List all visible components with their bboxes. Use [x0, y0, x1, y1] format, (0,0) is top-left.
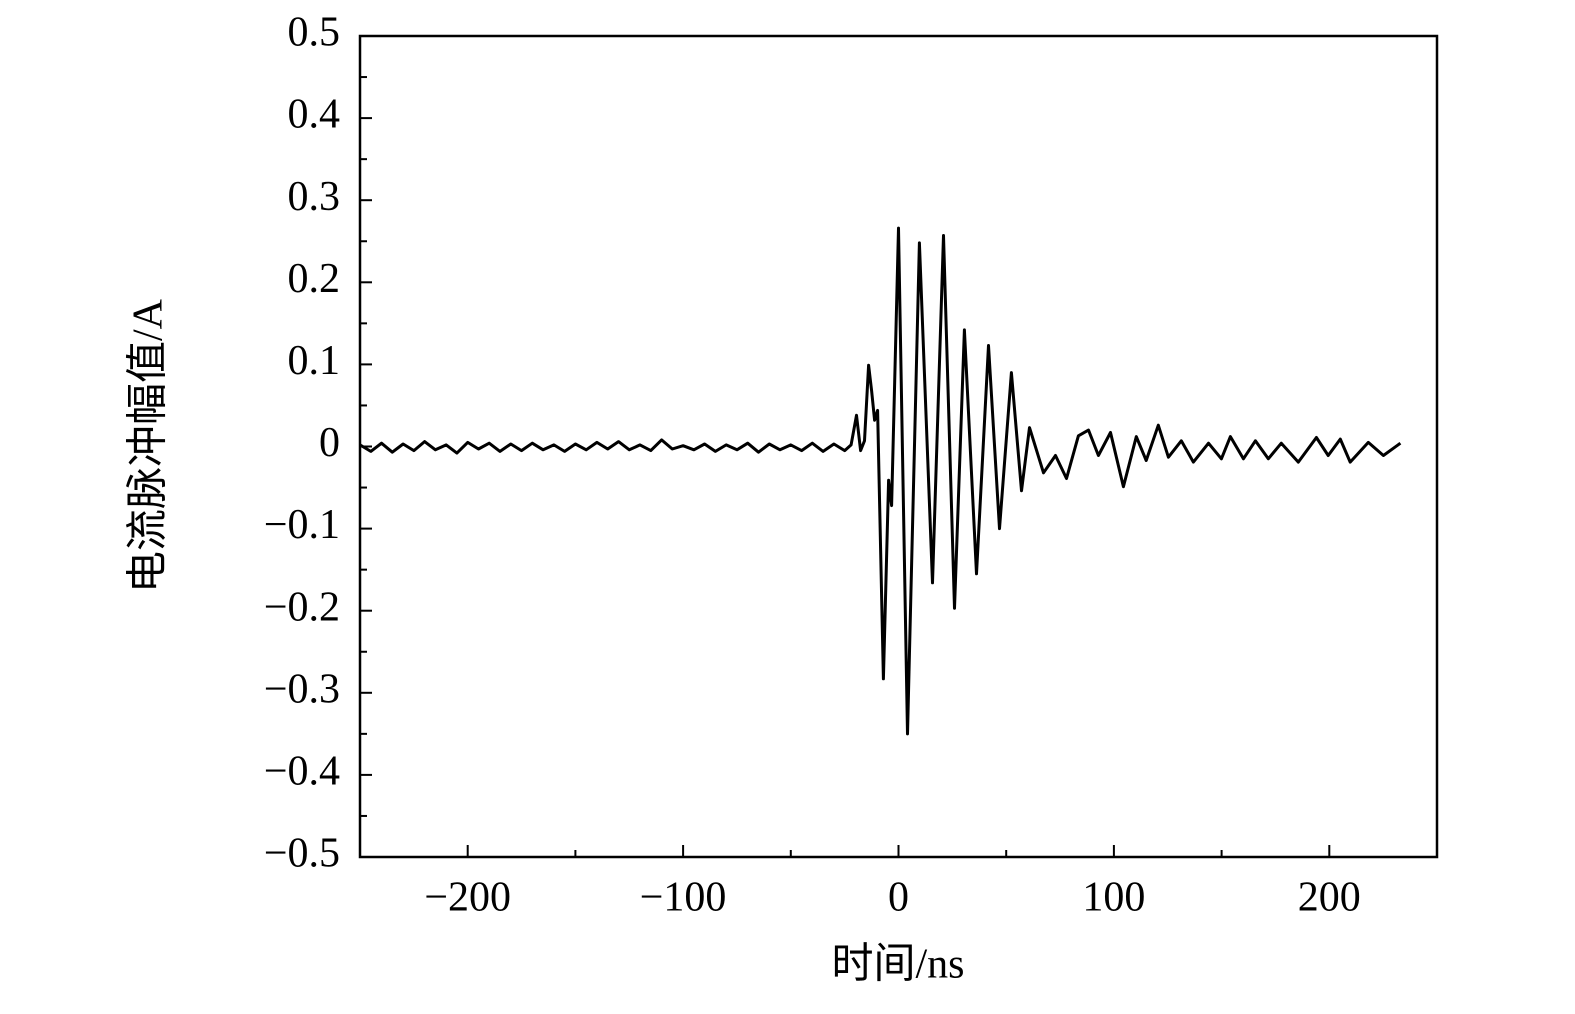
- y-tick-label: −0.4: [264, 749, 340, 795]
- y-tick-label: 0.2: [288, 256, 341, 302]
- x-tick-label: −200: [424, 875, 511, 921]
- y-tick-label: 0.1: [288, 338, 341, 384]
- plot-frame: [358, 34, 1439, 859]
- x-tick-label: 200: [1298, 875, 1361, 921]
- y-axis-title: 电流脉冲幅值/A: [126, 298, 172, 593]
- x-axis-title: 时间/ns: [831, 942, 964, 988]
- signal-line: [359, 226, 1402, 736]
- y-tick-label: 0.3: [288, 174, 341, 220]
- y-tick-label: −0.2: [264, 584, 340, 630]
- y-tick-label: −0.3: [264, 666, 340, 712]
- y-tick-label: 0: [319, 420, 340, 466]
- y-tick-label: −0.5: [264, 831, 340, 877]
- y-tick-label: −0.1: [264, 502, 340, 548]
- y-tick-label: 0.5: [288, 10, 341, 56]
- x-tick-label: 100: [1082, 875, 1145, 921]
- x-tick-label: −100: [640, 875, 727, 921]
- y-tick-label: 0.4: [288, 92, 341, 138]
- x-tick-label: 0: [888, 875, 909, 921]
